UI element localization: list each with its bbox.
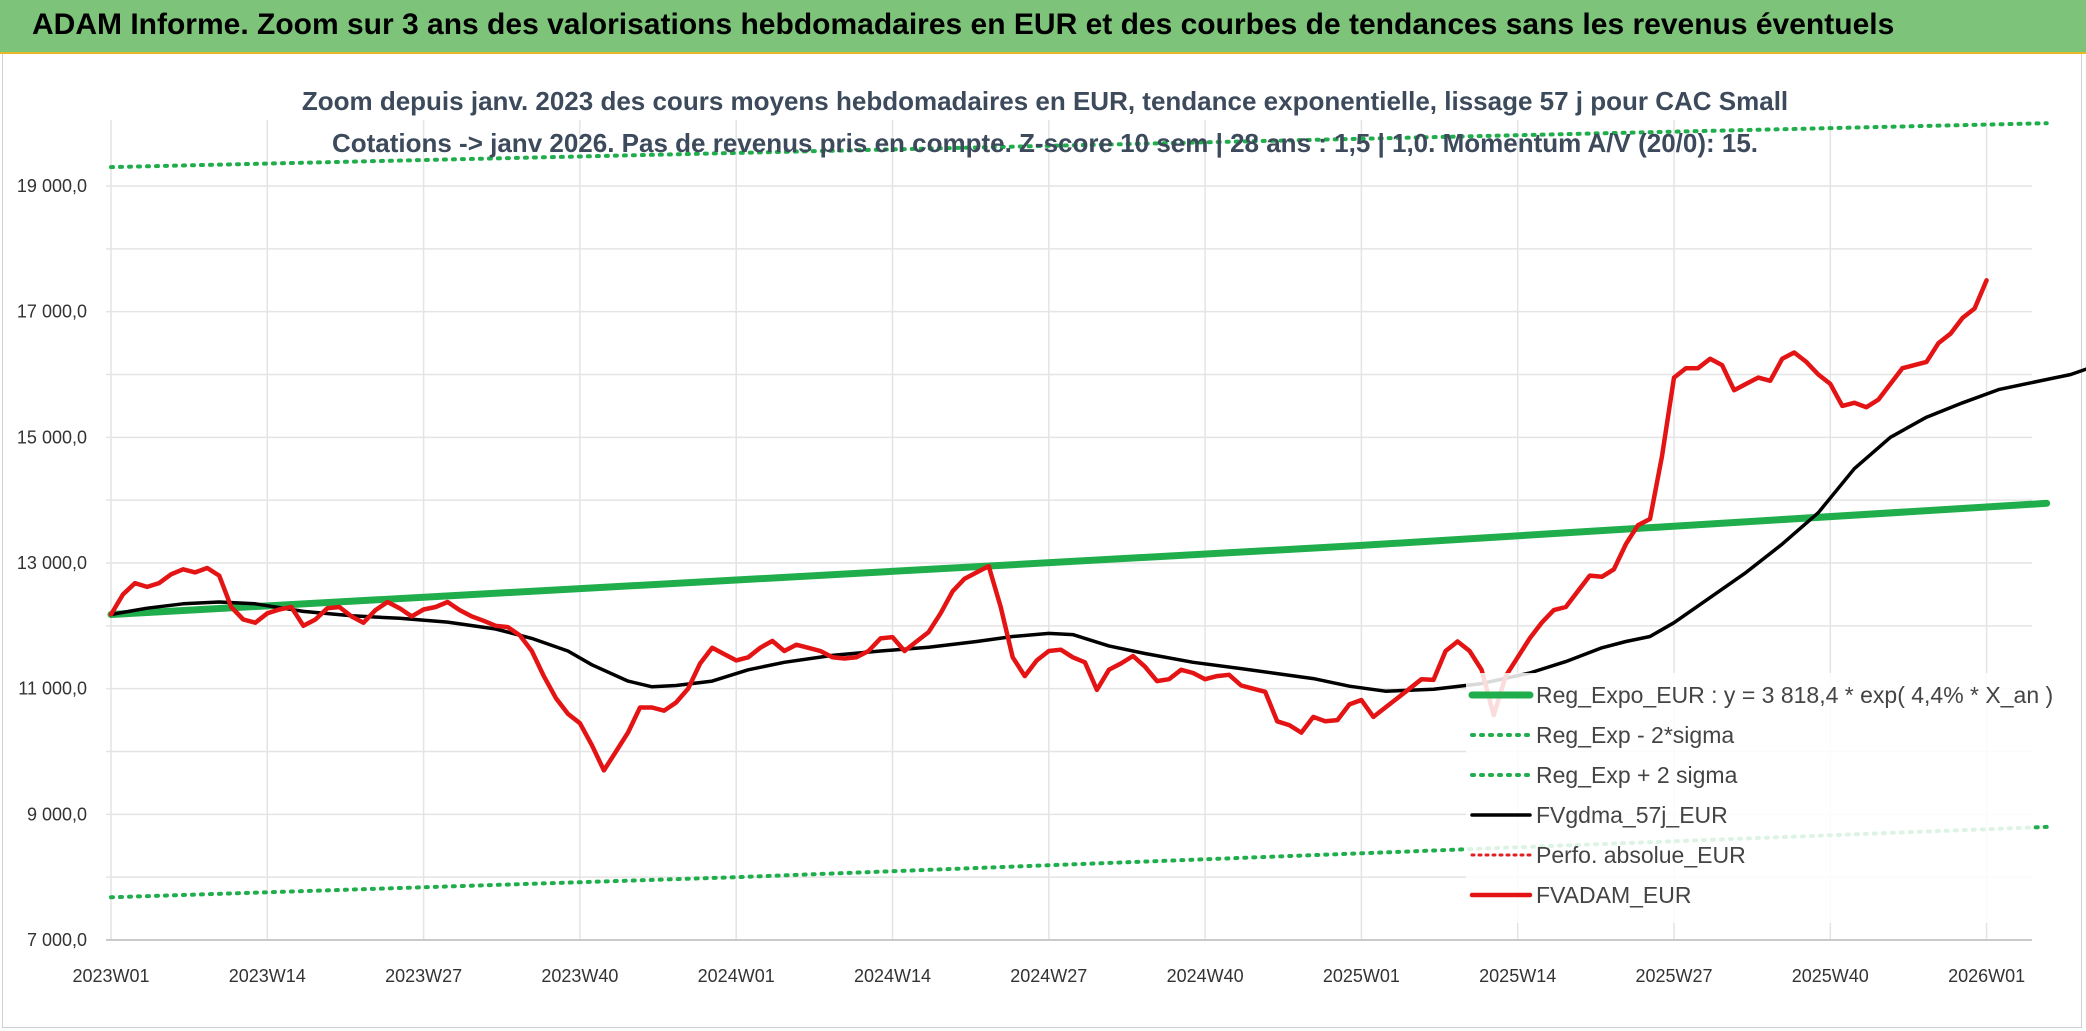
x-tick-label: 2025W14 (1479, 966, 1556, 986)
x-tick-label: 2026W01 (1948, 966, 2025, 986)
y-tick-label: 13 000,0 (17, 553, 87, 573)
page-title: ADAM Informe. Zoom sur 3 ans des valoris… (32, 8, 1895, 41)
x-tick-label: 2025W27 (1635, 966, 1712, 986)
legend-background (1466, 673, 2032, 923)
legend-label-series-reg-minus-2sigma: Reg_Exp - 2*sigma (1536, 722, 1734, 748)
x-tick-label: 2024W27 (1010, 966, 1087, 986)
y-tick-label: 9 000,0 (27, 804, 87, 824)
x-tick-label: 2025W40 (1792, 966, 1869, 986)
y-axis-ticks: 7 000,0 9 000,0 11 000,0 13 000,0 15 000,0 17… (17, 176, 87, 950)
legend-label-series-fvadam: FVADAM_EUR (1536, 882, 1692, 908)
legend-label-series-reg-plus-2sigma: Reg_Exp + 2 sigma (1536, 762, 1738, 788)
x-tick-label: 2023W40 (541, 966, 618, 986)
y-tick-label: 11 000,0 (18, 679, 87, 699)
series-layer (107, 121, 2086, 900)
x-tick-label: 2024W14 (854, 966, 931, 986)
chart-frame (2, 54, 2082, 1028)
y-tick-label: 17 000,0 (17, 302, 87, 322)
series-gdma-57j (109, 367, 2086, 693)
legend: Reg_Expo_EUR : y = 3 818,4 * exp( 4,4% *… (1466, 673, 2053, 923)
x-tick-label: 2025W01 (1323, 966, 1400, 986)
legend-label-series-perfo-absolue: Perfo. absolue_EUR (1536, 842, 1746, 868)
x-tick-label: 2023W27 (385, 966, 462, 986)
x-tick-label: 2023W14 (229, 966, 306, 986)
y-tick-label: 15 000,0 (17, 427, 87, 447)
x-axis-ticks: 2023W01 2023W14 2023W27 2023W40 2024W01 2024W… (72, 966, 2025, 986)
legend-label-series-reg-expo: Reg_Expo_EUR : y = 3 818,4 * exp( 4,4% *… (1536, 682, 2053, 708)
x-tick-label: 2024W40 (1167, 966, 1244, 986)
header-banner: ADAM Informe. Zoom sur 3 ans des valoris… (0, 0, 2086, 54)
x-tick-label: 2023W01 (72, 966, 149, 986)
series-reg-expo (107, 499, 2051, 618)
y-tick-label: 7 000,0 (27, 930, 87, 950)
y-tick-label: 19 000,0 (17, 176, 87, 196)
x-tick-label: 2024W01 (698, 966, 775, 986)
series-fvadam (108, 278, 1989, 773)
chart-subtitle-line-1: Zoom depuis janv. 2023 des cours moyens … (302, 86, 1788, 116)
chart-subtitle-line-2: Cotations -> janv 2026. Pas de revenus p… (332, 128, 1758, 158)
legend-label-series-gdma-57j: FVgdma_57j_EUR (1536, 802, 1728, 828)
series-reg-plus-2sigma (109, 121, 2049, 170)
